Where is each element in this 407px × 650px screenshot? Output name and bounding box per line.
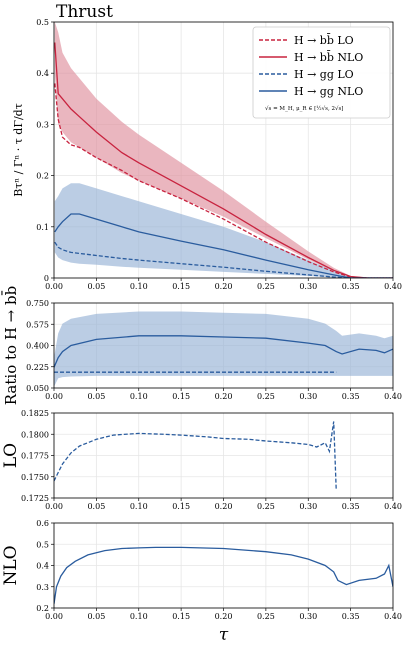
x-tick-label: 0.20 [215, 612, 233, 621]
x-tick-label: 0.30 [299, 612, 317, 621]
series-line [54, 213, 393, 278]
x-tick-label: 0.30 [299, 392, 317, 401]
series-line [54, 421, 337, 490]
y-tick-label: 0.1 [36, 223, 49, 232]
y-tick-label: 0.1800 [21, 430, 49, 439]
plot-area-ratio [54, 311, 393, 387]
x-tick-label: 0.20 [215, 282, 233, 291]
x-tick-label: 0.20 [215, 502, 233, 511]
x-tick-label: 0.15 [172, 282, 190, 291]
x-tick-label: 0.10 [130, 392, 148, 401]
y-tick-label: 0.4 [36, 69, 49, 78]
axes-frame [53, 302, 394, 389]
y-tick-label: 0 [44, 274, 49, 283]
y-tick-label: 0.225 [26, 363, 49, 372]
x-tick-label: 0.15 [172, 502, 190, 511]
legend-label: H → bb̄ NLO [294, 51, 363, 64]
x-tick-label: 0.25 [257, 612, 275, 621]
uncertainty-band [54, 183, 393, 278]
x-tick-label: 0.10 [130, 502, 148, 511]
y-axis-label: LO [1, 443, 21, 468]
x-tick-label: 0.35 [342, 502, 360, 511]
legend-box [252, 26, 391, 119]
y-axis-label: Ratio to H → bb̄ [2, 286, 20, 405]
legend-label: H → bb̄ LO [294, 34, 354, 47]
legend-label: H → gg NLO [294, 85, 363, 98]
y-axis-label: Bτⁿ / Γⁿ · τ dΓ/dτ [12, 103, 25, 197]
x-tick-label: 0.05 [87, 392, 105, 401]
x-tick-label: 0.25 [257, 282, 275, 291]
x-tick-label: 0.15 [172, 392, 190, 401]
x-tick-label: 0.35 [342, 612, 360, 621]
x-tick-label: 0.35 [342, 282, 360, 291]
plot-area-main [54, 22, 393, 278]
plot-area-nlo [54, 546, 393, 604]
x-tick-label: 0.40 [384, 392, 402, 401]
series-line [54, 335, 393, 368]
y-tick-label: 0.1750 [21, 473, 49, 482]
y-tick-label: 0.2 [36, 604, 49, 613]
legend-label: H → gg LO [294, 68, 354, 81]
panel-ratio: 0.00 0.05 0.10 0.15 0.20 0.25 0.30 0.35 0.40 0.05… [2, 286, 402, 405]
y-tick-label: 0.4 [36, 562, 49, 571]
x-tick-label: 0.00 [45, 612, 63, 621]
x-tick-label: 0.25 [257, 392, 275, 401]
x-tick-label: 0.00 [45, 392, 63, 401]
series-line [54, 546, 393, 604]
series-line [54, 83, 393, 278]
chart-title: Thrust [56, 2, 113, 22]
x-tick-label: 0.40 [384, 282, 402, 291]
y-tick-label: 0.2 [36, 172, 49, 181]
legend-note: √s = M_H, μ_R ∈ [½√s, 2√s] [265, 105, 343, 112]
x-tick-label: 0.30 [299, 282, 317, 291]
series-line [54, 42, 393, 278]
y-tick-label: 0.1825 [21, 409, 49, 418]
x-tick-label: 0.00 [45, 502, 63, 511]
panel-nlo: 0.00 0.05 0.10 0.15 0.20 0.25 0.30 0.35 0.40 0.2 0… [1, 519, 402, 645]
panel-lo: 0.00 0.05 0.10 0.15 0.20 0.25 0.30 0.35 0.40 0.17… [1, 409, 402, 511]
y-axis-label: NLO [1, 545, 21, 585]
x-tick-label: 0.05 [87, 612, 105, 621]
y-tick-label: 0.5 [36, 540, 49, 549]
x-tick-label: 0.00 [45, 282, 63, 291]
y-tick-label: 0.3 [36, 120, 49, 129]
axes-frame [53, 412, 394, 499]
y-tick-label: 0.050 [26, 384, 49, 393]
series-line [54, 241, 393, 278]
x-tick-label: 0.25 [257, 502, 275, 511]
uncertainty-band [54, 22, 393, 278]
x-tick-label: 0.05 [87, 282, 105, 291]
axes-frame [53, 522, 394, 609]
x-tick-label: 0.15 [172, 612, 190, 621]
x-tick-label: 0.10 [130, 282, 148, 291]
x-tick-label: 0.10 [130, 612, 148, 621]
y-tick-label: 0.1775 [21, 452, 49, 461]
x-axis-label: τ [219, 625, 229, 645]
y-tick-label: 0.575 [26, 320, 49, 329]
legend: H → bb̄ LO H → bb̄ NLO H → gg LO H → gg NLO… [252, 26, 391, 119]
y-tick-label: 0.1725 [21, 494, 49, 503]
uncertainty-band [54, 311, 393, 387]
plot-area-lo [54, 421, 337, 490]
x-tick-label: 0.40 [384, 612, 402, 621]
x-tick-label: 0.05 [87, 502, 105, 511]
y-tick-label: 0.5 [36, 18, 49, 27]
y-tick-label: 0.3 [36, 583, 49, 592]
y-tick-label: 0.400 [26, 342, 49, 351]
y-tick-label: 0.6 [36, 519, 49, 528]
x-tick-label: 0.35 [342, 392, 360, 401]
axes-frame [53, 21, 394, 279]
x-tick-label: 0.20 [215, 392, 233, 401]
x-tick-label: 0.30 [299, 502, 317, 511]
panel-main: 0.00 0.05 0.10 0.15 0.20 0.25 0.30 0.35 0.40 0 0.1… [12, 2, 402, 291]
x-tick-label: 0.40 [384, 502, 402, 511]
y-tick-label: 0.750 [26, 299, 49, 308]
